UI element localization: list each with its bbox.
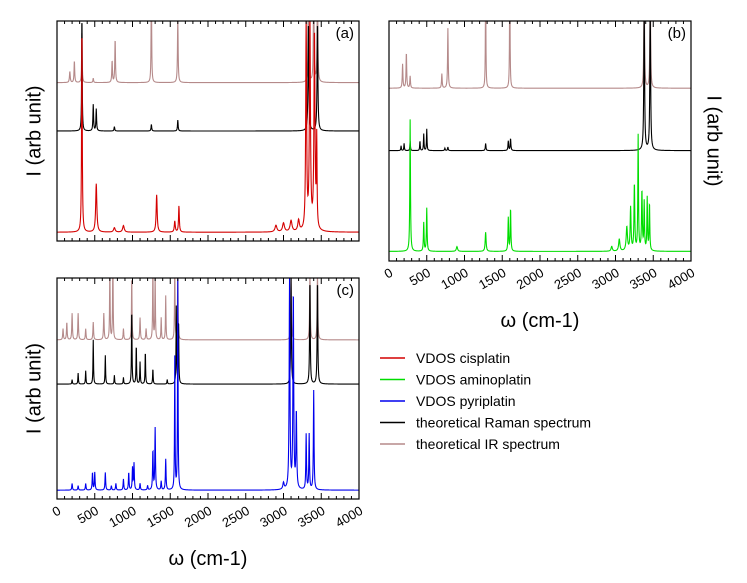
x-tick-label: 1000 [106,503,139,530]
y-axis-label: I (arb unit) [23,343,45,434]
legend-entry: theoretical IR spectrum [416,436,560,452]
panel-c: 0 500 1000 1500 2000 2500 3000 3500 4000 (c) I (ar… [23,277,366,570]
x-tick-label: 2500 [551,265,584,292]
x-tick-label: 1000 [438,265,471,292]
series-line-vdos-pyriplatin [57,278,359,491]
x-tick-label: 4000 [665,265,698,292]
x-tick-label: 0 [50,503,64,520]
panel-label: (b) [668,25,686,42]
panel-a: (a) I (arb unit) [23,20,360,242]
legend-entry: VDOS aminoplatin [416,372,531,388]
x-tick-label: 4000 [333,503,366,530]
panel-b: 0 500 1000 1500 2000 2500 3000 3500 4000 (b) I (ar… [382,20,725,332]
series-line-theoretical-raman-spectrum [389,21,691,152]
x-tick-label: 1500 [476,265,509,292]
legend-entry: theoretical Raman spectrum [416,415,591,431]
x-axis-label: ω (cm-1) [501,310,580,332]
x-tick-label: 3000 [589,265,622,292]
x-tick-label: 2500 [219,503,252,530]
panel-label: (a) [336,25,354,42]
series-line-theoretical-raman-spectrum [57,23,359,132]
x-tick-label: 500 [75,503,101,527]
series-line-theoretical-ir-spectrum [57,21,359,84]
series-line-theoretical-raman-spectrum [57,278,359,385]
series-line-theoretical-ir-spectrum [389,21,691,89]
y-axis-label: I (arb unit) [703,95,725,186]
y-axis-label: I (arb unit) [23,85,45,176]
panel-label: (c) [337,282,355,299]
plot-frame [56,277,360,500]
series-line-vdos-aminoplatin [389,119,691,252]
x-tick-label: 500 [407,265,433,289]
legend: VDOS cisplatin VDOS aminoplatin VDOS pyrip… [380,350,591,452]
legend-entry: VDOS cisplatin [416,350,510,366]
x-tick-label: 3500 [627,265,660,292]
legend-entry: VDOS pyriplatin [416,393,516,409]
x-tick-label: 2000 [514,265,547,292]
series-line-vdos-cisplatin [57,21,359,233]
series-line-theoretical-ir-spectrum [57,278,359,341]
x-tick-label: 1500 [144,503,177,530]
x-tick-label: 0 [382,265,396,282]
x-tick-label: 2000 [182,503,215,530]
x-tick-label: 3000 [257,503,290,530]
x-tick-label: 3500 [295,503,328,530]
x-axis-label: ω (cm-1) [169,548,248,570]
